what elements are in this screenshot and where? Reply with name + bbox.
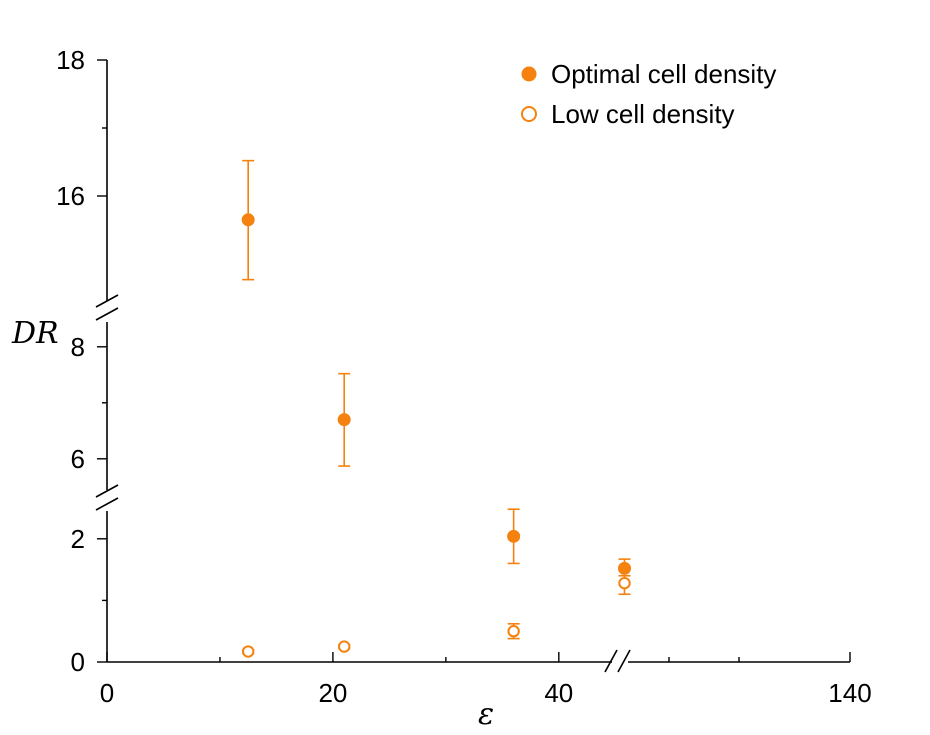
y-tick-label: 16 (56, 181, 85, 211)
marker-open-circle (618, 576, 631, 590)
y-axis-break-mark (95, 497, 119, 511)
low-density-point (241, 645, 255, 658)
low-density-point (618, 574, 631, 596)
legend: Optimal cell density Low cell density (521, 59, 776, 129)
marker-filled-circle (241, 213, 255, 227)
marker-open-circle (241, 645, 255, 658)
y-axis-break-mark (95, 484, 119, 498)
low-density-point (507, 623, 520, 640)
marker-filled-circle (618, 561, 631, 575)
y-tick-label: 0 (71, 647, 85, 677)
optimal-density-point (507, 508, 521, 565)
x-axis-title: ε (478, 697, 494, 732)
legend-marker-open-circle (521, 106, 537, 122)
x-tick-label: 40 (544, 678, 573, 708)
x-tick-label: 0 (100, 678, 114, 708)
marker-open-circle (507, 625, 520, 638)
y-tick-label: 18 (56, 45, 85, 75)
x-tick-label: 140 (828, 678, 871, 708)
marker-open-circle (338, 640, 351, 653)
tick-labels: 0 2 6 8 16 18 0 20 40 140 (56, 45, 872, 708)
axes (95, 60, 850, 673)
y-tick-label: 6 (71, 444, 85, 474)
y-tick-label: 8 (71, 332, 85, 362)
optimal-density-point (618, 558, 631, 575)
x-axis-break-mark (617, 649, 631, 673)
y-axis-break-mark (95, 307, 119, 321)
legend-label-optimal-cell-density: Optimal cell density (551, 59, 776, 89)
optimal-density-point (337, 372, 351, 467)
x-axis-break-mark (604, 649, 618, 673)
low-density-point (338, 640, 351, 653)
legend-label-low-cell-density: Low cell density (551, 99, 735, 129)
legend-marker-filled-circle (521, 66, 537, 82)
y-axis-break-mark (95, 294, 119, 308)
y-axis-title: DR (11, 316, 59, 351)
x-tick-label: 20 (318, 678, 347, 708)
optimal-density-point (241, 159, 255, 281)
y-tick-label: 2 (71, 524, 85, 554)
data-points (241, 159, 631, 658)
marker-filled-circle (337, 413, 351, 427)
marker-filled-circle (507, 529, 521, 543)
ticks (97, 59, 851, 663)
